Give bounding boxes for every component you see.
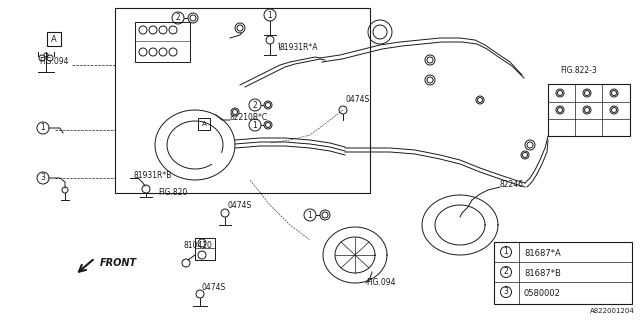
Text: A822001204: A822001204 xyxy=(590,308,635,314)
Text: 2: 2 xyxy=(253,100,257,109)
Text: 81931R*B: 81931R*B xyxy=(133,171,172,180)
Text: 0474S: 0474S xyxy=(228,201,252,210)
Text: 3: 3 xyxy=(40,173,45,182)
Circle shape xyxy=(556,106,564,114)
Text: 0474S: 0474S xyxy=(202,283,227,292)
Bar xyxy=(494,242,632,304)
Text: FIG.094: FIG.094 xyxy=(366,278,396,287)
Text: FIG.820: FIG.820 xyxy=(158,188,188,197)
Text: 3: 3 xyxy=(504,287,508,297)
Text: 81687*A: 81687*A xyxy=(524,250,561,259)
Circle shape xyxy=(525,140,535,150)
Circle shape xyxy=(610,106,618,114)
Circle shape xyxy=(425,55,435,65)
Circle shape xyxy=(556,89,564,97)
Circle shape xyxy=(264,121,272,129)
Text: FIG.094: FIG.094 xyxy=(39,57,68,66)
Text: 1: 1 xyxy=(504,247,508,257)
Text: 82246: 82246 xyxy=(500,180,524,189)
Text: 1: 1 xyxy=(268,11,273,20)
Bar xyxy=(198,118,210,130)
Text: 81931R*A: 81931R*A xyxy=(280,43,319,52)
Circle shape xyxy=(264,101,272,109)
Circle shape xyxy=(521,151,529,159)
Circle shape xyxy=(583,89,591,97)
Text: A: A xyxy=(51,35,57,44)
Text: 81687*B: 81687*B xyxy=(524,269,561,278)
Circle shape xyxy=(320,210,330,220)
Bar xyxy=(135,22,190,62)
Circle shape xyxy=(235,23,245,33)
Circle shape xyxy=(425,75,435,85)
Text: 2: 2 xyxy=(175,13,180,22)
Text: FIG.822-3: FIG.822-3 xyxy=(560,66,596,75)
Text: 810410: 810410 xyxy=(183,241,212,250)
Text: A: A xyxy=(202,121,206,127)
Text: FRONT: FRONT xyxy=(100,258,137,268)
Text: 1: 1 xyxy=(308,211,312,220)
Text: 0474S: 0474S xyxy=(345,95,369,104)
Text: 82210B*C: 82210B*C xyxy=(230,113,268,122)
Bar xyxy=(548,84,630,136)
Text: 0580002: 0580002 xyxy=(524,290,561,299)
Circle shape xyxy=(188,13,198,23)
Text: 1: 1 xyxy=(40,124,45,132)
Bar xyxy=(115,8,370,193)
Circle shape xyxy=(231,108,239,116)
Circle shape xyxy=(610,89,618,97)
Bar xyxy=(47,32,61,46)
Text: 1: 1 xyxy=(253,121,257,130)
Text: 2: 2 xyxy=(504,268,508,276)
Circle shape xyxy=(476,96,484,104)
Circle shape xyxy=(583,106,591,114)
